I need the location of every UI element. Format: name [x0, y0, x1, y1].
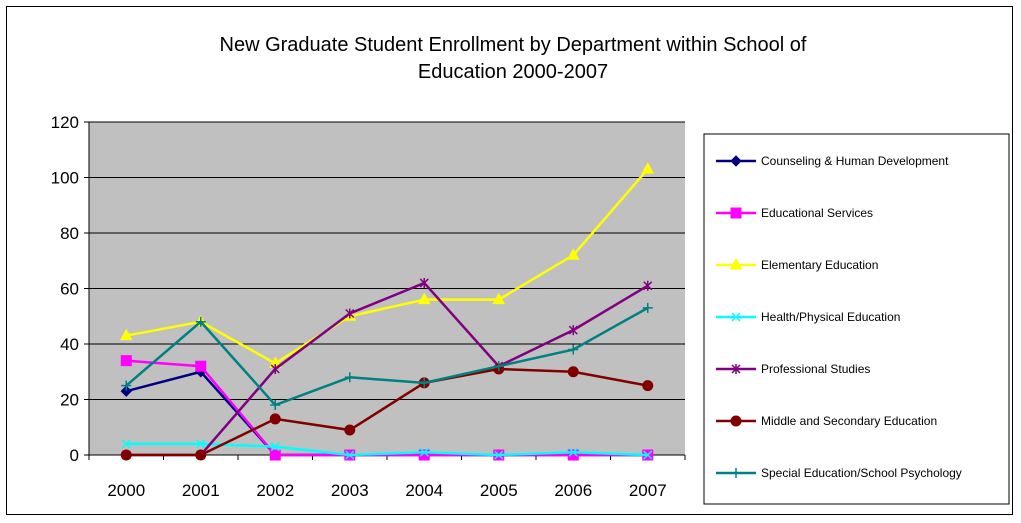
x-tick-label: 2003	[331, 481, 369, 500]
data-point	[643, 450, 653, 460]
series-special-education-school-psychology	[121, 302, 653, 411]
legend-item: Middle and Secondary Education	[716, 414, 937, 428]
x-tick-label: 2004	[405, 481, 443, 500]
data-point	[494, 450, 504, 460]
y-tick-label: 0	[70, 446, 79, 465]
x-tick-label: 2001	[182, 481, 220, 500]
data-point	[120, 355, 132, 367]
y-tick-label: 20	[60, 391, 79, 410]
y-tick-label: 80	[60, 224, 79, 243]
data-point	[269, 413, 281, 425]
series-elementary-education	[119, 162, 655, 368]
legend-item: Health/Physical Education	[716, 310, 900, 324]
data-point	[196, 439, 206, 449]
legend-item: Educational Services	[716, 206, 873, 220]
data-point	[417, 292, 431, 305]
x-tick-label: 2007	[629, 481, 667, 500]
data-point	[195, 360, 207, 372]
data-point	[419, 377, 430, 388]
x-tick-label: 2002	[256, 481, 294, 500]
legend-label: Middle and Secondary Education	[761, 414, 937, 428]
data-point	[121, 439, 131, 449]
data-point	[195, 449, 207, 461]
y-tick-label: 120	[51, 113, 79, 132]
series-line	[125, 306, 649, 407]
chart-title: New Graduate Student Enrollment by Depar…	[220, 34, 807, 83]
legend-marker	[731, 468, 741, 478]
data-point	[641, 162, 655, 174]
data-point	[345, 308, 355, 319]
data-point	[344, 372, 355, 383]
series-group	[119, 162, 655, 461]
data-point	[568, 447, 578, 457]
legend-label: Educational Services	[761, 206, 873, 220]
chart-title-line-2: Education 2000-2007	[418, 61, 608, 83]
data-point	[195, 316, 206, 327]
x-tick-label: 2000	[107, 481, 145, 500]
x-tick-label: 2006	[554, 481, 592, 500]
series-line	[126, 168, 649, 365]
legend-item: Special Education/School Psychology	[716, 466, 962, 480]
legend-marker	[731, 312, 741, 322]
series-educational-services	[120, 355, 654, 461]
legend-label: Elementary Education	[761, 258, 878, 272]
legend-marker	[730, 155, 742, 167]
data-point	[642, 302, 653, 313]
data-point	[120, 385, 132, 397]
series-line	[126, 367, 648, 457]
data-point	[418, 449, 430, 461]
data-point	[269, 449, 281, 461]
legend-label: Counseling & Human Development	[761, 154, 949, 168]
data-point	[419, 447, 429, 457]
data-point	[270, 400, 281, 411]
series-line	[126, 442, 648, 457]
data-point	[566, 248, 580, 260]
data-point	[567, 366, 579, 378]
data-point	[345, 450, 355, 460]
axes: 0 20 40 60 80 100 120 2000 2001 2002 2003 2004 2005 2…	[51, 113, 686, 500]
data-point	[270, 442, 280, 452]
data-point	[642, 380, 654, 392]
y-tick-label: 40	[60, 335, 79, 354]
data-point	[120, 449, 132, 461]
series-line	[126, 359, 648, 457]
series-line	[126, 281, 649, 457]
legend: Counseling & Human Development Educationa…	[703, 133, 1010, 505]
legend-marker	[730, 207, 742, 219]
data-point	[567, 449, 579, 461]
x-tick-label: 2005	[480, 481, 518, 500]
legend-label: Special Education/School Psychology	[761, 466, 962, 480]
data-point	[121, 380, 132, 391]
legend-label: Professional Studies	[761, 362, 870, 376]
data-point	[568, 325, 578, 336]
chart-title-line-1: New Graduate Student Enrollment by Depar…	[220, 34, 807, 56]
y-tick-label: 60	[60, 280, 79, 299]
data-point	[492, 292, 506, 305]
legend-box	[703, 133, 1010, 505]
legend-item: Professional Studies	[716, 362, 870, 376]
legend-item: Counseling & Human Development	[716, 154, 949, 168]
legend-marker	[730, 415, 742, 427]
data-point	[419, 277, 429, 288]
legend-item: Elementary Education	[716, 257, 878, 272]
data-point	[270, 363, 280, 374]
legend-marker	[731, 364, 741, 374]
legend-label: Health/Physical Education	[761, 310, 900, 324]
data-point	[119, 328, 133, 341]
data-point	[568, 344, 579, 355]
data-point	[344, 424, 356, 436]
y-tick-label: 100	[51, 169, 79, 188]
legend-marker	[729, 257, 743, 270]
series-health-physical-education	[121, 439, 653, 460]
data-point	[493, 361, 504, 372]
data-point	[643, 280, 653, 291]
